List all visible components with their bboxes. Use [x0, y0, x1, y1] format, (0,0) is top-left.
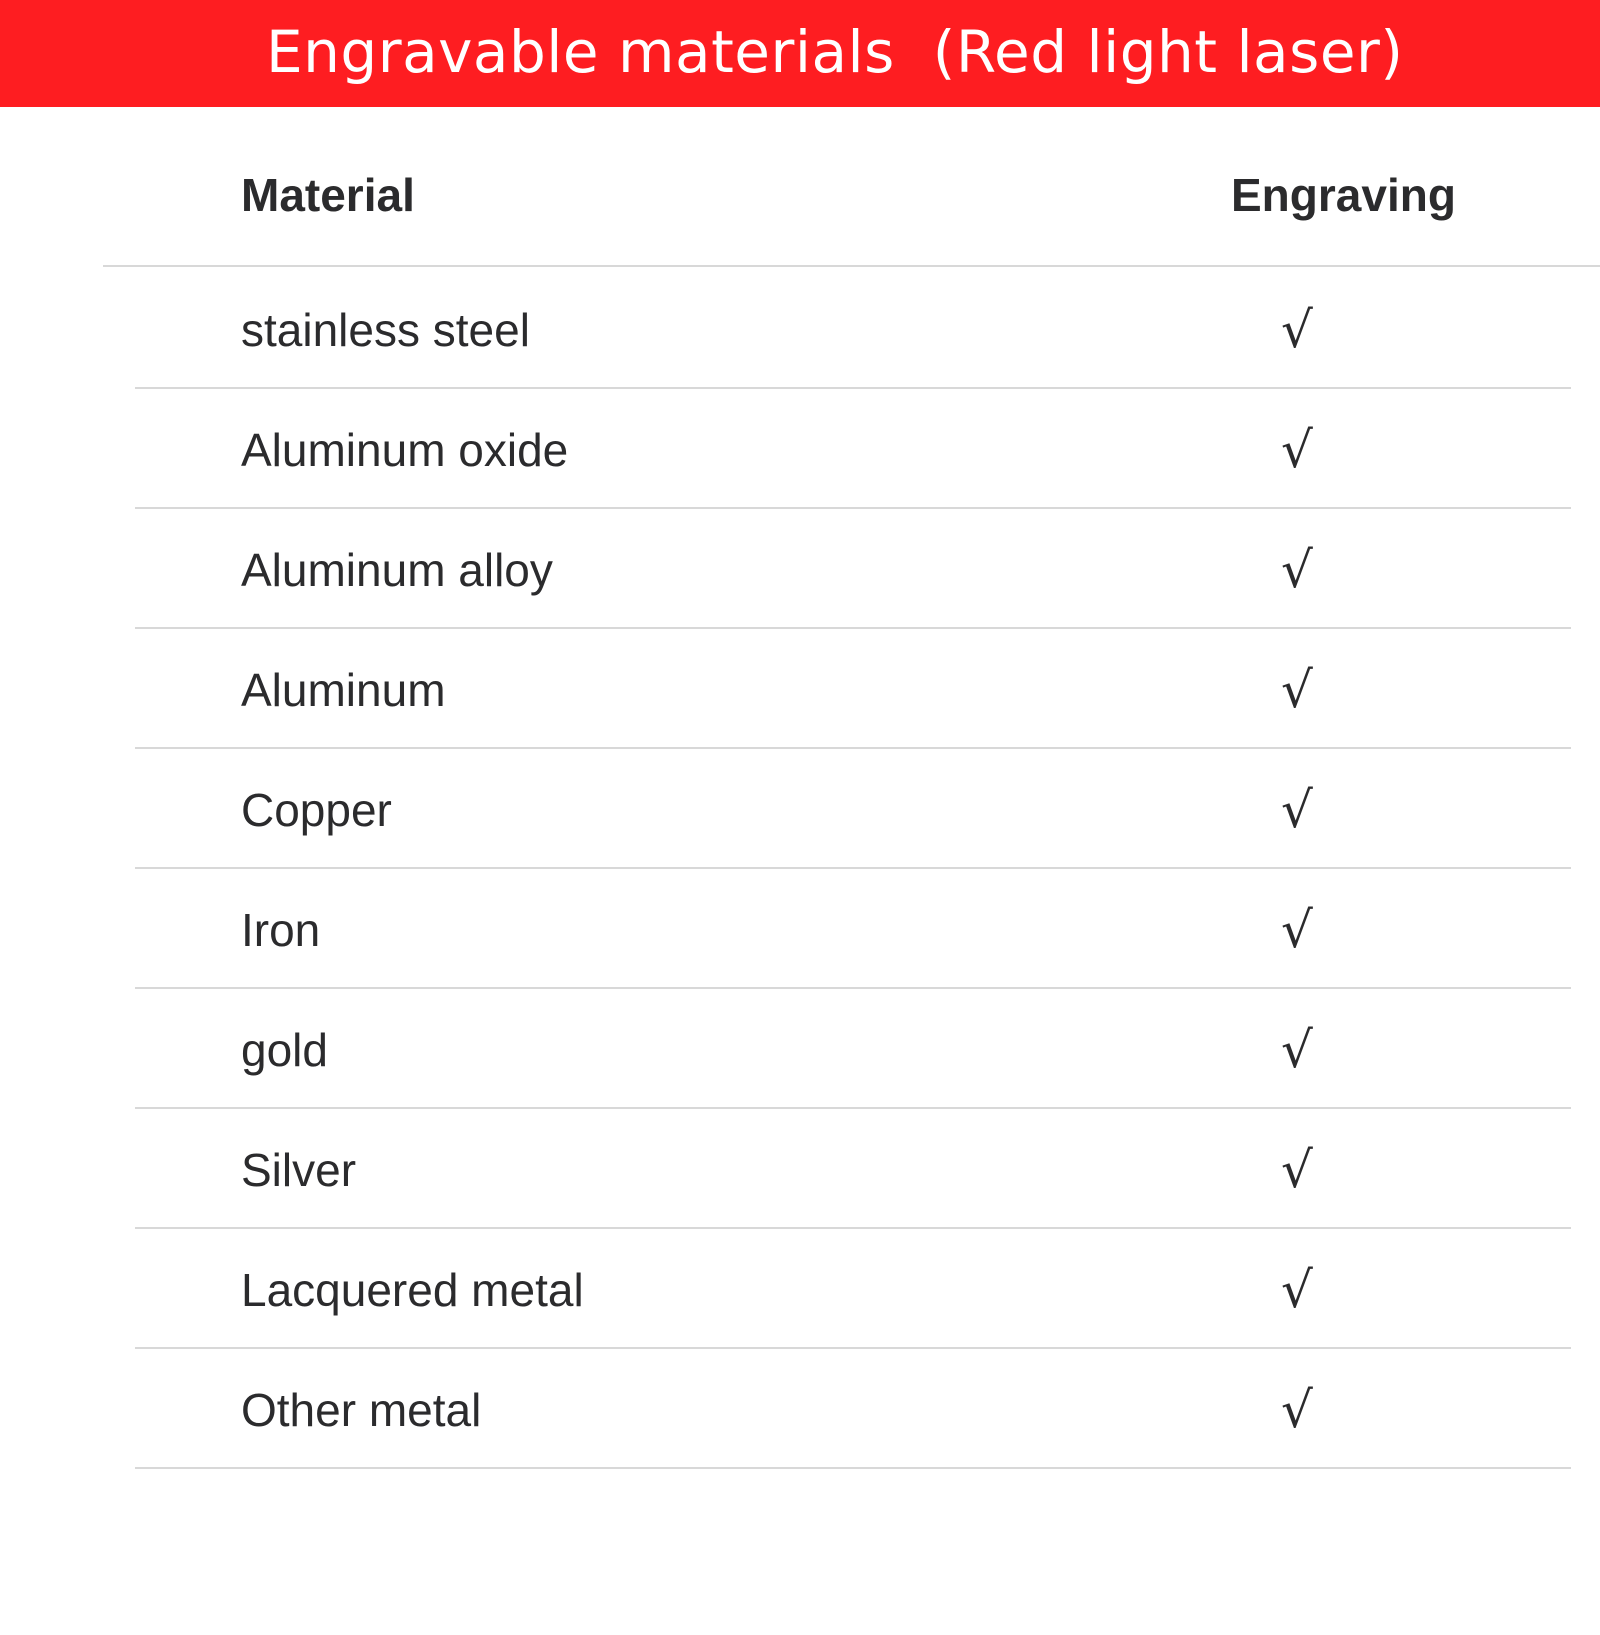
header-divider	[103, 265, 1600, 267]
check-mark-icon: √	[1281, 541, 1313, 599]
check-mark-icon: √	[1281, 781, 1313, 839]
material-name: stainless steel	[241, 304, 530, 356]
check-mark-icon: √	[1281, 661, 1313, 719]
table-row: Aluminum √	[135, 627, 1571, 749]
material-name: Aluminum alloy	[241, 544, 553, 596]
material-name: Other metal	[241, 1384, 482, 1436]
check-mark-icon: √	[1281, 1141, 1313, 1199]
page-title: Engravable materials (Red light laser)	[266, 18, 1404, 86]
table-row: Aluminum alloy √	[135, 507, 1571, 629]
header-engraving: Engraving	[1231, 169, 1456, 221]
material-name: Copper	[241, 784, 392, 836]
table-row: Other metal √	[135, 1347, 1571, 1469]
check-mark-icon: √	[1281, 1021, 1313, 1079]
table-row: Aluminum oxide √	[135, 387, 1571, 509]
check-mark-icon: √	[1281, 1261, 1313, 1319]
table-row: stainless steel √	[135, 267, 1571, 389]
material-name: Aluminum	[241, 664, 446, 716]
material-name: Silver	[241, 1144, 357, 1196]
title-banner: Engravable materials (Red light laser)	[0, 0, 1600, 107]
material-name: gold	[241, 1024, 328, 1076]
table-row: gold √	[135, 987, 1571, 1109]
material-name: Iron	[241, 904, 321, 956]
check-mark-icon: √	[1281, 301, 1313, 359]
table-row: Iron √	[135, 867, 1571, 989]
header-material: Material	[241, 169, 415, 221]
check-mark-icon: √	[1281, 1381, 1313, 1439]
table-row: Silver √	[135, 1107, 1571, 1229]
material-name: Aluminum oxide	[241, 424, 569, 476]
table-row: Copper √	[135, 747, 1571, 869]
check-mark-icon: √	[1281, 421, 1313, 479]
material-name: Lacquered metal	[241, 1264, 584, 1316]
check-mark-icon: √	[1281, 901, 1313, 959]
table-row: Lacquered metal √	[135, 1227, 1571, 1349]
